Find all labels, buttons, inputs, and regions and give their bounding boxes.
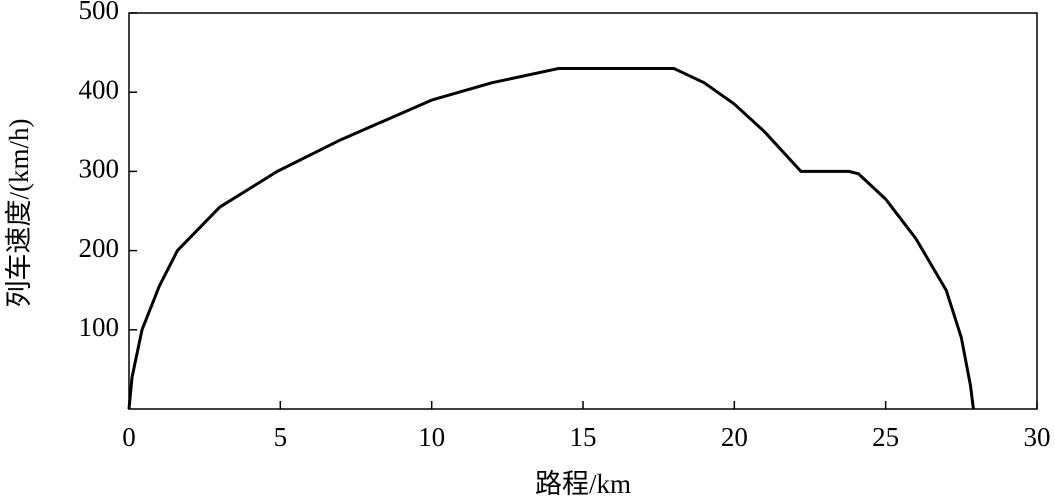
plot-frame: [128, 12, 1038, 410]
y-tick-label: 100: [79, 312, 120, 342]
x-tick-label: 20: [721, 422, 748, 452]
y-tick-label: 300: [79, 154, 120, 184]
x-tick-label: 25: [872, 422, 899, 452]
y-axis-label: 列车速度/(km/h): [4, 119, 34, 308]
y-tick-label: 500: [79, 0, 120, 25]
x-tick-label: 5: [274, 422, 288, 452]
x-tick-label: 30: [1024, 422, 1051, 452]
y-tick-label: 400: [79, 74, 120, 104]
y-tick-label: 200: [79, 233, 120, 263]
x-tick-label: 0: [122, 422, 136, 452]
speed-line: [127, 66, 975, 410]
x-tick-label: 10: [418, 422, 445, 452]
x-axis-label: 路程/km: [535, 469, 631, 499]
x-tick-label: 15: [570, 422, 597, 452]
